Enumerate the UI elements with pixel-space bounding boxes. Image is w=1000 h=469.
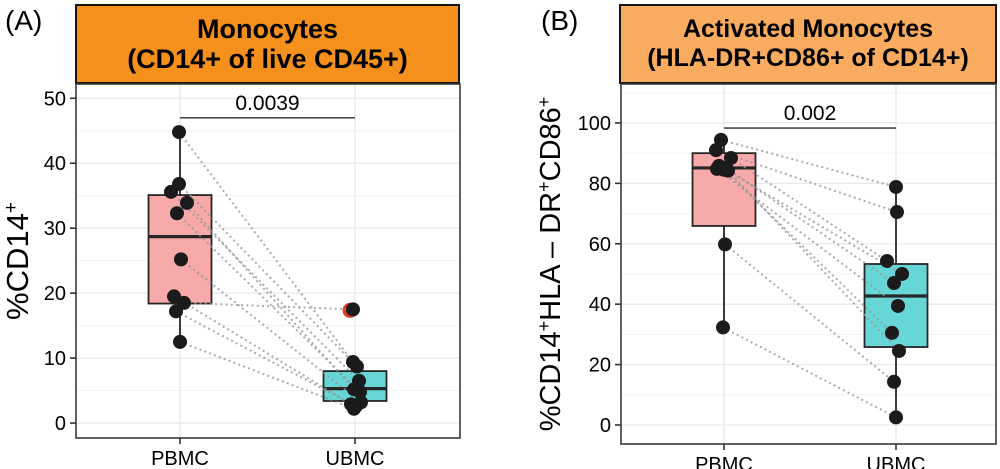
y-tick-label: 0 bbox=[55, 413, 66, 435]
data-point bbox=[889, 410, 903, 425]
y-axis-title-segment: + bbox=[534, 97, 554, 108]
panel-b-title-line1: Activated Monocytes bbox=[682, 15, 934, 44]
y-axis-title: %CD14+HLA – DR+CD86+ bbox=[534, 97, 567, 432]
pair-line bbox=[715, 149, 898, 213]
data-point bbox=[169, 304, 183, 319]
y-axis-title-segment: + bbox=[534, 181, 554, 192]
pair-line bbox=[173, 295, 352, 406]
iqr-box bbox=[147, 194, 213, 305]
data-point bbox=[350, 359, 364, 374]
y-tick-label: 30 bbox=[44, 218, 66, 240]
data-point bbox=[895, 266, 909, 281]
significance-annotation: 0.002 bbox=[724, 102, 896, 129]
panel-b-tag: (B) bbox=[541, 5, 579, 36]
data-point bbox=[890, 205, 904, 220]
panel-a-title-line2: (CD14+ of live CD45+) bbox=[127, 44, 408, 74]
p-value-label: 0.0039 bbox=[235, 92, 299, 115]
data-point bbox=[174, 252, 188, 267]
data-point bbox=[173, 334, 187, 349]
data-point bbox=[721, 163, 735, 178]
y-axis-title-segment: + bbox=[1, 202, 22, 213]
panel-border bbox=[620, 83, 997, 445]
y-tick-label: 80 bbox=[589, 173, 611, 195]
pair-line bbox=[718, 164, 903, 275]
data-point bbox=[172, 125, 186, 140]
y-tick-label: 100 bbox=[578, 113, 611, 135]
pair-line bbox=[180, 258, 362, 404]
p-value-label: 0.002 bbox=[784, 102, 837, 125]
y-axis-title: %CD14+ bbox=[0, 202, 35, 320]
pair-line bbox=[176, 212, 361, 393]
data-point bbox=[718, 237, 732, 252]
panel-b-title-line2: (HLA-DR+CD86+ of CD14+) bbox=[647, 44, 969, 72]
y-tick-label: 40 bbox=[589, 294, 611, 316]
data-point bbox=[167, 289, 181, 304]
pair-line bbox=[178, 131, 354, 363]
data-point bbox=[709, 143, 723, 158]
y-tick-label: 10 bbox=[44, 348, 66, 370]
data-point bbox=[885, 325, 899, 340]
points-group bbox=[164, 125, 368, 416]
y-axis: 0 10 20 30 40 50 bbox=[44, 88, 76, 435]
data-point bbox=[880, 253, 894, 268]
y-axis-title-segment: HLA – DR bbox=[535, 192, 567, 321]
category-label: UBMC bbox=[326, 448, 385, 469]
data-point bbox=[887, 276, 901, 291]
panel-a-chart: 0 10 20 30 40 50 PBMC UBMC 0.0039 %CD14+ bbox=[0, 83, 461, 469]
box-pbmc bbox=[147, 132, 213, 342]
y-axis-title-segment: CD86 bbox=[535, 107, 567, 181]
panel-a-title-line1: Monocytes bbox=[196, 13, 339, 44]
panel-background bbox=[621, 84, 996, 444]
x-axis: PBMC UBMC bbox=[151, 438, 384, 469]
pair-lines-group bbox=[170, 131, 362, 410]
pair-lines-group bbox=[715, 138, 903, 419]
y-tick-label: 40 bbox=[44, 153, 66, 175]
data-point bbox=[887, 374, 901, 389]
panel-a-tag: (A) bbox=[5, 5, 43, 36]
pair-line bbox=[183, 301, 354, 311]
category-label: PBMC bbox=[695, 454, 753, 469]
significance-annotation: 0.0039 bbox=[180, 92, 355, 119]
panel-b-header: Activated Monocytes (HLA-DR+CD86+ of CD1… bbox=[619, 4, 997, 84]
data-point bbox=[353, 384, 367, 399]
panel-border bbox=[75, 83, 461, 439]
y-tick-label: 60 bbox=[589, 234, 611, 256]
data-point bbox=[892, 343, 906, 358]
data-point bbox=[889, 179, 903, 194]
data-point bbox=[346, 302, 360, 317]
y-tick-label: 0 bbox=[600, 415, 611, 437]
x-axis: PBMC UBMC bbox=[695, 444, 925, 469]
panel-a-header: Monocytes (CD14+ of live CD45+) bbox=[75, 4, 460, 84]
y-axis-title-segment: + bbox=[534, 321, 554, 332]
data-point bbox=[164, 184, 178, 199]
category-label: UBMC bbox=[867, 454, 926, 469]
pair-line bbox=[178, 183, 358, 368]
y-axis-title-segment: %CD14 bbox=[535, 331, 567, 431]
pair-line bbox=[186, 202, 355, 390]
y-tick-label: 50 bbox=[44, 88, 66, 110]
data-point bbox=[891, 298, 905, 313]
y-axis-title-segment: %CD14 bbox=[0, 213, 35, 320]
points-group bbox=[709, 132, 909, 425]
pair-line bbox=[720, 138, 897, 188]
category-label: PBMC bbox=[151, 448, 209, 469]
y-tick-label: 20 bbox=[44, 283, 66, 305]
y-tick-label: 20 bbox=[589, 355, 611, 377]
gridlines-group bbox=[621, 84, 996, 444]
data-point bbox=[180, 195, 194, 210]
pair-line bbox=[722, 326, 897, 419]
y-axis: 0 20 40 60 80 100 bbox=[578, 113, 621, 437]
data-point bbox=[716, 320, 730, 335]
data-point bbox=[347, 401, 361, 416]
data-point bbox=[170, 206, 184, 221]
